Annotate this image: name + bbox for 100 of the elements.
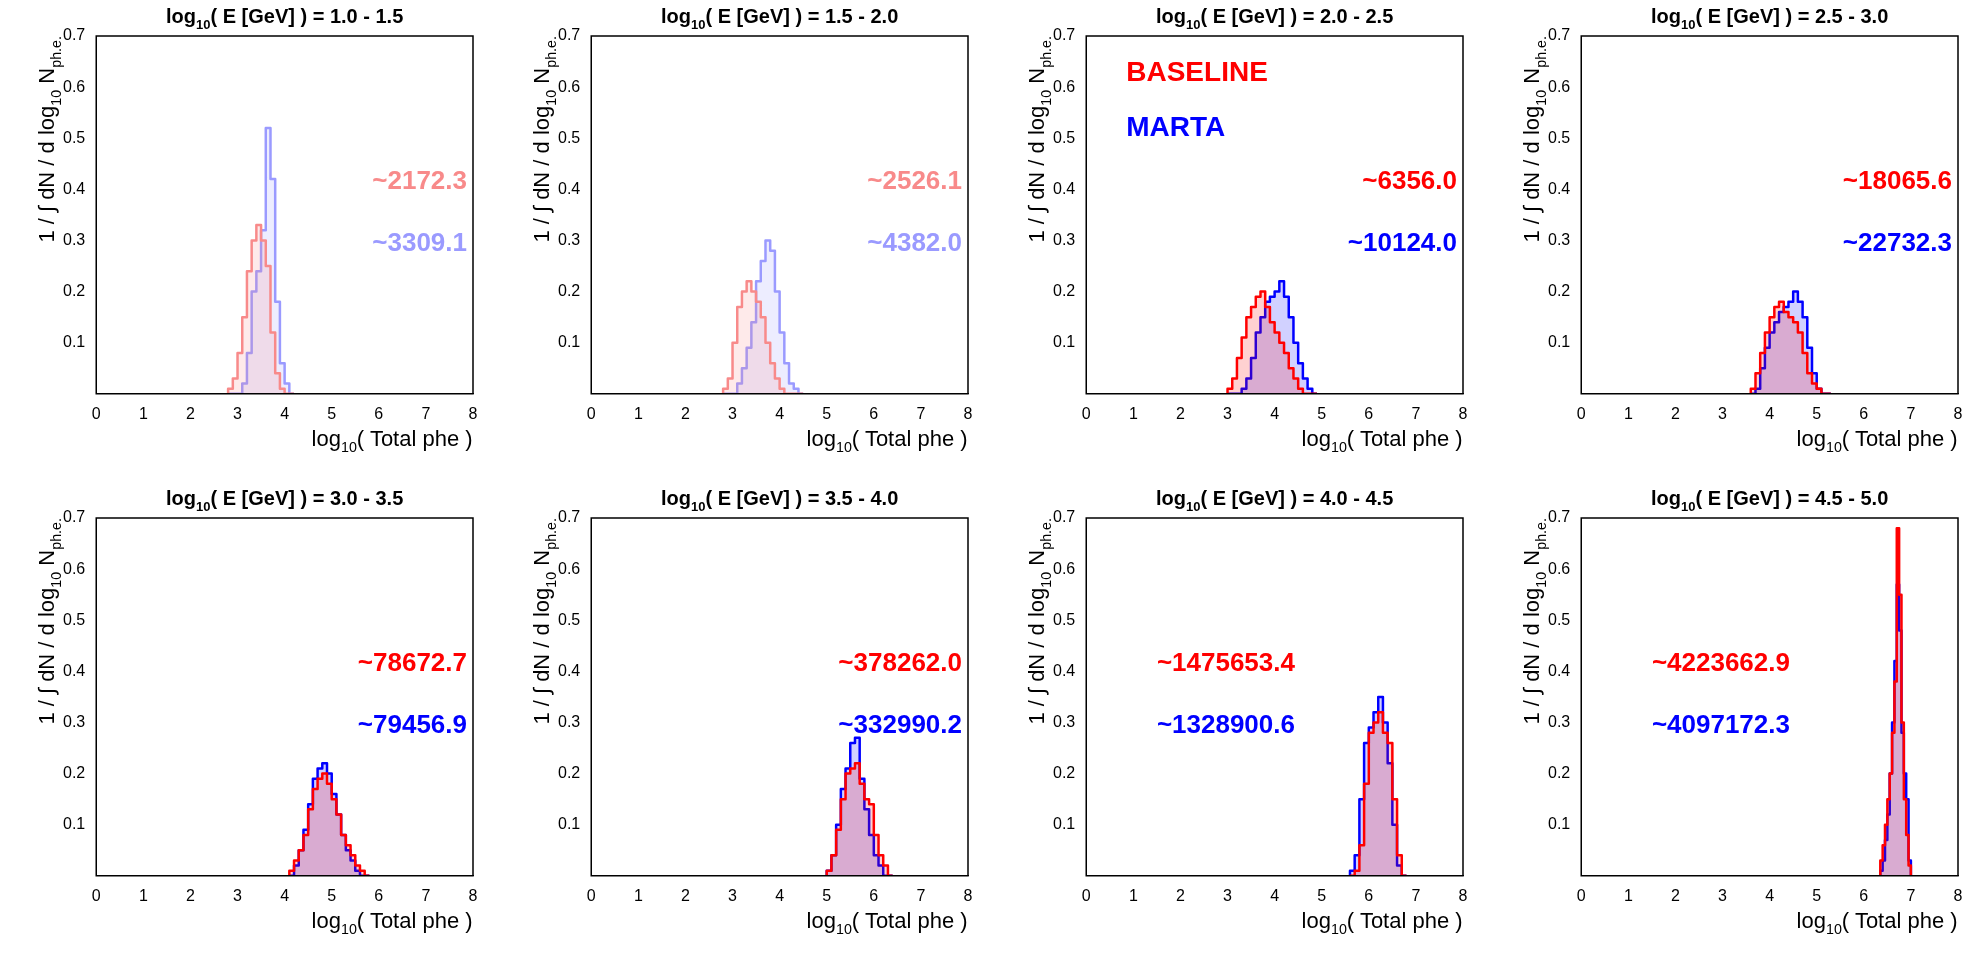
y-tick-label: 0.1: [1547, 815, 1571, 833]
y-tick-label: 0.1: [1052, 815, 1076, 833]
y-tick-label: 0.7: [1547, 508, 1571, 526]
y-tick-label: 0.1: [1052, 333, 1076, 351]
x-tick-label: 0: [586, 404, 596, 422]
y-tick-label: 0.6: [1547, 77, 1571, 95]
y-tick-label: 0.1: [62, 333, 86, 351]
x-tick-label: 4: [280, 404, 290, 422]
x-tick-label: 3: [233, 886, 243, 904]
y-tick-label: 0.5: [1547, 128, 1571, 146]
x-tick-label: 1: [1128, 886, 1138, 904]
x-tick-label: 4: [775, 886, 785, 904]
x-tick-label: 6: [1364, 404, 1374, 422]
annotation: ~4097172.3: [1651, 709, 1790, 740]
annotation: ~78672.7: [357, 647, 467, 678]
x-tick-label: 6: [1859, 404, 1869, 422]
x-tick-label: 1: [633, 886, 643, 904]
annotation: ~1328900.6: [1156, 709, 1295, 740]
y-tick-label: 0.2: [1547, 281, 1571, 299]
y-tick-label: 0.2: [1052, 281, 1076, 299]
y-tick-label: 0.2: [557, 281, 581, 299]
y-tick-label: 0.2: [62, 763, 86, 781]
y-tick-label: 0.6: [1052, 559, 1076, 577]
x-tick-label: 6: [869, 886, 879, 904]
x-tick-label: 1: [138, 886, 148, 904]
x-tick-label: 5: [1317, 886, 1327, 904]
x-tick-label: 4: [1270, 886, 1280, 904]
x-tick-label: 7: [1411, 886, 1421, 904]
x-tick-label: 1: [1623, 404, 1633, 422]
x-tick-label: 2: [1175, 886, 1185, 904]
x-tick-label: 2: [680, 886, 690, 904]
x-tick-label: 2: [680, 404, 690, 422]
y-tick-label: 0.4: [557, 661, 581, 679]
annotation: ~3309.1: [372, 227, 468, 258]
x-tick-label: 7: [916, 404, 926, 422]
y-tick-label: 0.5: [1547, 610, 1571, 628]
annotation: ~6356.0: [1362, 165, 1458, 196]
y-tick-label: 0.3: [557, 712, 581, 730]
x-tick-label: 2: [185, 886, 195, 904]
y-tick-label: 0.5: [557, 610, 581, 628]
y-tick-label: 0.7: [62, 26, 86, 44]
x-tick-label: 5: [327, 404, 337, 422]
x-tick-label: 8: [963, 886, 973, 904]
y-axis-title: 1 / ∫ dN / d log10 Nph.e.: [1024, 517, 1054, 725]
x-tick-label: 8: [1458, 886, 1468, 904]
x-tick-label: 0: [91, 404, 101, 422]
x-tick-label: 5: [1317, 404, 1327, 422]
x-tick-label: 6: [374, 886, 384, 904]
x-tick-label: 4: [280, 886, 290, 904]
x-tick-label: 7: [1906, 404, 1916, 422]
annotation: ~18065.6: [1842, 165, 1952, 196]
x-tick-label: 0: [1081, 886, 1091, 904]
x-tick-label: 7: [1906, 886, 1916, 904]
x-tick-label: 0: [586, 886, 596, 904]
x-tick-label: 3: [1718, 886, 1728, 904]
x-tick-label: 5: [822, 886, 832, 904]
x-tick-label: 6: [1364, 886, 1374, 904]
annotation: ~10124.0: [1347, 227, 1457, 258]
y-tick-label: 0.3: [1052, 230, 1076, 248]
y-tick-label: 0.7: [62, 508, 86, 526]
y-tick-label: 0.6: [557, 559, 581, 577]
x-tick-label: 3: [728, 886, 738, 904]
y-axis-title: 1 / ∫ dN / d log10 Nph.e.: [1519, 517, 1549, 725]
x-tick-label: 2: [185, 404, 195, 422]
x-tick-label: 0: [1576, 404, 1586, 422]
y-tick-label: 0.2: [1052, 763, 1076, 781]
y-axis-title: 1 / ∫ dN / d log10 Nph.e.: [34, 35, 64, 243]
y-tick-label: 0.1: [62, 815, 86, 833]
x-tick-label: 7: [421, 886, 431, 904]
x-tick-label: 8: [468, 404, 478, 422]
y-tick-label: 0.3: [1052, 712, 1076, 730]
text: MARTA: [1126, 111, 1226, 142]
x-tick-label: 6: [374, 404, 384, 422]
y-tick-label: 0.2: [62, 281, 86, 299]
y-tick-label: 0.2: [1547, 763, 1571, 781]
y-tick-label: 0.7: [1052, 26, 1076, 44]
x-tick-label: 8: [1953, 404, 1963, 422]
x-tick-label: 2: [1175, 404, 1185, 422]
annotation: ~378262.0: [838, 647, 963, 678]
x-tick-label: 0: [1081, 404, 1091, 422]
annotation: ~22732.3: [1842, 227, 1952, 258]
x-tick-label: 3: [728, 404, 738, 422]
x-tick-label: 5: [1812, 404, 1822, 422]
y-tick-label: 0.4: [1052, 179, 1076, 197]
x-tick-label: 6: [1859, 886, 1869, 904]
y-tick-label: 0.5: [557, 128, 581, 146]
annotation: ~332990.2: [838, 709, 963, 740]
y-tick-label: 0.6: [557, 77, 581, 95]
y-tick-label: 0.3: [557, 230, 581, 248]
y-tick-label: 0.1: [557, 815, 581, 833]
y-tick-label: 0.3: [1547, 712, 1571, 730]
annotation: ~79456.9: [357, 709, 467, 740]
y-tick-label: 0.4: [557, 179, 581, 197]
x-tick-label: 4: [1765, 404, 1775, 422]
x-tick-label: 1: [1128, 404, 1138, 422]
x-tick-label: 3: [1223, 886, 1233, 904]
y-tick-label: 0.7: [557, 508, 581, 526]
y-axis-title: 1 / ∫ dN / d log10 Nph.e.: [1519, 35, 1549, 243]
y-tick-label: 0.2: [557, 763, 581, 781]
annotation: ~1475653.4: [1156, 647, 1296, 678]
